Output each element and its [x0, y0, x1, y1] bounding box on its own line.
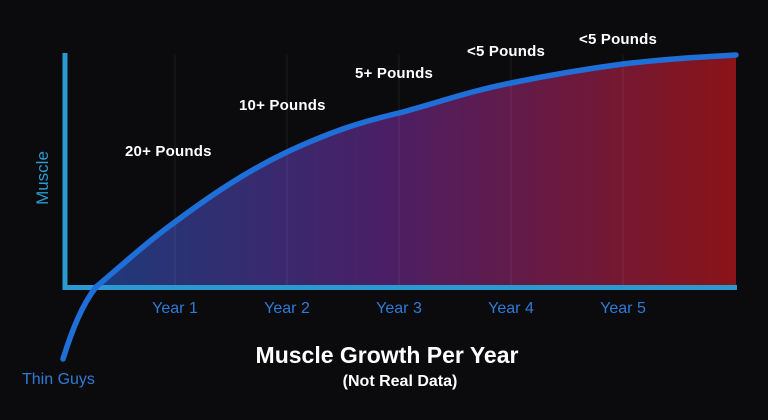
- growth-curve: [60, 52, 739, 362]
- growth-area-fill: [96, 55, 736, 287]
- x-tick-year-3: Year 3: [376, 300, 422, 317]
- origin-label: Thin Guys: [22, 371, 95, 388]
- x-tick-year-5: Year 5: [600, 300, 646, 317]
- x-tick-year-4: Year 4: [488, 300, 534, 317]
- x-tick-year-2: Year 2: [264, 300, 310, 317]
- gain-label-year-1: 20+ Pounds: [125, 143, 212, 160]
- chart-title: Muscle Growth Per Year: [255, 342, 519, 368]
- chart-subtitle: (Not Real Data): [342, 373, 458, 390]
- gain-label-year-5: <5 Pounds: [579, 31, 658, 48]
- y-axis-label: Muscle: [33, 151, 52, 205]
- gain-label-year-3: 5+ Pounds: [355, 65, 434, 82]
- x-tick-year-1: Year 1: [152, 300, 198, 317]
- grid-lines: [174, 55, 624, 287]
- gain-label-year-4: <5 Pounds: [467, 43, 546, 60]
- gain-label-year-2: 10+ Pounds: [239, 97, 326, 114]
